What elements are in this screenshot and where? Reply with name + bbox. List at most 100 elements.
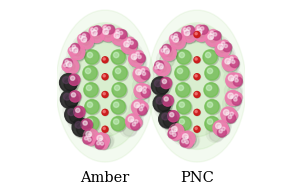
Circle shape [111, 30, 127, 45]
Circle shape [184, 135, 191, 142]
Circle shape [204, 50, 218, 65]
Circle shape [223, 95, 241, 113]
Circle shape [198, 29, 212, 43]
Circle shape [134, 83, 149, 98]
Circle shape [85, 137, 88, 140]
Circle shape [154, 80, 161, 87]
Circle shape [68, 63, 75, 70]
Circle shape [100, 142, 104, 145]
Circle shape [207, 68, 213, 74]
Circle shape [155, 61, 170, 76]
Circle shape [102, 92, 108, 98]
Circle shape [230, 96, 233, 98]
Circle shape [230, 59, 239, 68]
Circle shape [78, 34, 87, 43]
Circle shape [199, 26, 209, 35]
Circle shape [183, 28, 187, 31]
Circle shape [162, 114, 176, 128]
Circle shape [214, 39, 228, 53]
Circle shape [67, 112, 85, 130]
Circle shape [132, 123, 136, 126]
Circle shape [173, 33, 182, 42]
Circle shape [155, 61, 164, 70]
Circle shape [171, 34, 187, 50]
Circle shape [194, 27, 210, 43]
Circle shape [160, 47, 169, 56]
Circle shape [184, 136, 191, 143]
Circle shape [209, 35, 216, 42]
Circle shape [206, 124, 224, 142]
Circle shape [233, 74, 243, 83]
Circle shape [223, 56, 239, 72]
Circle shape [176, 130, 190, 144]
Circle shape [87, 133, 94, 140]
Circle shape [216, 42, 231, 58]
Circle shape [160, 77, 172, 89]
Circle shape [225, 111, 232, 119]
Circle shape [60, 67, 78, 84]
Circle shape [99, 140, 108, 149]
Circle shape [85, 116, 99, 131]
Circle shape [105, 25, 114, 34]
Ellipse shape [148, 10, 246, 162]
Circle shape [210, 31, 214, 35]
Circle shape [156, 81, 169, 94]
Circle shape [222, 56, 237, 71]
Circle shape [232, 96, 241, 105]
Circle shape [87, 137, 96, 146]
Circle shape [87, 26, 105, 44]
Circle shape [116, 34, 122, 41]
Circle shape [164, 48, 169, 54]
Circle shape [185, 134, 199, 148]
Circle shape [94, 133, 109, 148]
Circle shape [208, 34, 214, 40]
Circle shape [151, 77, 169, 95]
Circle shape [169, 124, 184, 139]
Circle shape [103, 29, 109, 34]
Circle shape [64, 59, 80, 75]
Circle shape [102, 109, 108, 115]
Circle shape [106, 25, 115, 35]
Circle shape [182, 139, 185, 143]
Circle shape [125, 110, 143, 128]
Circle shape [216, 123, 221, 129]
Circle shape [126, 37, 135, 46]
Circle shape [177, 27, 195, 45]
Circle shape [201, 27, 204, 30]
Circle shape [102, 25, 111, 34]
Circle shape [217, 46, 235, 64]
Circle shape [119, 31, 123, 35]
Circle shape [95, 24, 114, 43]
Circle shape [171, 36, 175, 39]
Circle shape [163, 115, 176, 127]
Circle shape [85, 100, 100, 115]
Circle shape [171, 131, 180, 140]
Ellipse shape [164, 35, 230, 137]
Circle shape [207, 102, 213, 107]
Circle shape [160, 66, 163, 69]
Circle shape [143, 86, 146, 90]
Circle shape [220, 47, 223, 49]
Circle shape [155, 100, 173, 118]
Circle shape [136, 69, 141, 75]
Circle shape [135, 120, 138, 123]
Circle shape [141, 71, 150, 80]
Circle shape [98, 137, 105, 144]
Circle shape [156, 62, 160, 66]
Circle shape [129, 100, 147, 118]
Circle shape [152, 77, 171, 96]
Circle shape [182, 27, 197, 42]
Circle shape [102, 91, 108, 98]
Circle shape [182, 131, 200, 149]
Circle shape [68, 46, 77, 55]
Circle shape [166, 51, 169, 53]
Circle shape [131, 121, 140, 130]
Circle shape [175, 66, 189, 80]
Circle shape [220, 49, 234, 63]
Circle shape [158, 64, 163, 69]
Circle shape [220, 126, 230, 135]
Circle shape [127, 39, 130, 42]
Circle shape [162, 95, 173, 106]
Circle shape [131, 65, 149, 83]
Circle shape [130, 118, 137, 125]
